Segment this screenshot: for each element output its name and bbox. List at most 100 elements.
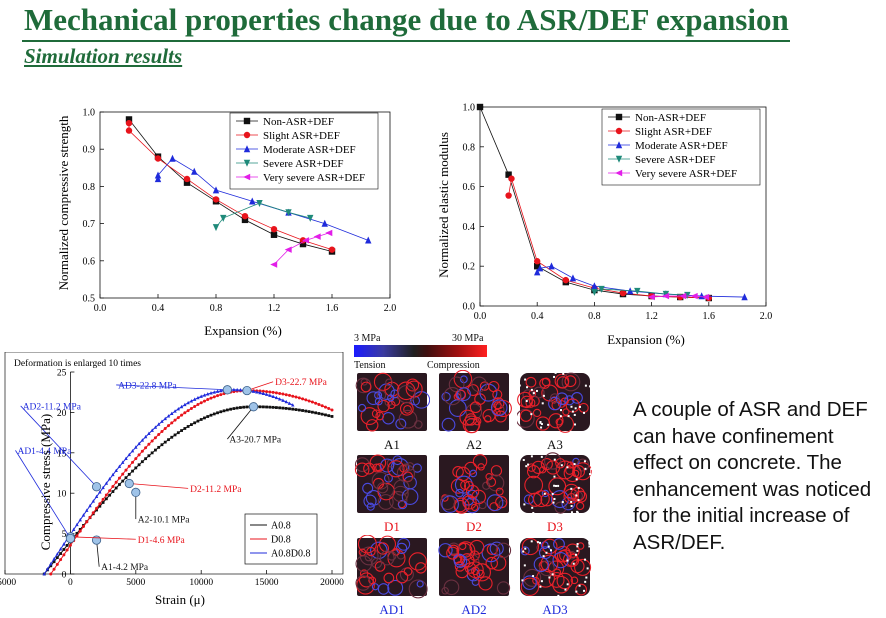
- crack-fragment: [562, 373, 564, 375]
- specimen-ad1: [354, 535, 430, 599]
- chart3-data-point: [105, 497, 108, 500]
- crack-fragment: [570, 501, 572, 503]
- chart1-y-tick-label: 0.6: [83, 256, 96, 267]
- chart3-data-point: [167, 424, 170, 427]
- chart3-data-point: [183, 427, 186, 430]
- chart3-data-point: [291, 408, 294, 411]
- chart-stress-strain: Deformation is enlarged 10 times -500005…: [0, 352, 345, 610]
- specimen-contour-ad1: [354, 535, 430, 599]
- chart3-data-point: [131, 470, 134, 473]
- chart3-data-point: [278, 392, 281, 395]
- specimen-caption-d2: D2: [444, 519, 504, 535]
- chart3-data-point: [151, 439, 154, 442]
- legend-entry-label: Very severe ASR+DEF: [263, 172, 365, 184]
- chart2-x-tick-label: 1.2: [645, 311, 658, 322]
- chart3-data-point: [108, 489, 111, 492]
- crack-fragment: [553, 502, 555, 504]
- chart3-data-point: [177, 431, 180, 434]
- crack-fragment: [554, 459, 556, 461]
- crack-fragment: [584, 559, 586, 561]
- crack-fragment: [574, 463, 576, 465]
- crack-fragment: [588, 545, 590, 547]
- chart1-y-tick-label: 1.0: [83, 108, 96, 119]
- crack-fragment: [566, 466, 568, 468]
- chart3-x-tick-label: 15000: [255, 578, 279, 588]
- specimen-contour-a2: [436, 370, 512, 434]
- chart3-data-point: [308, 399, 311, 402]
- chart3-data-point: [203, 417, 206, 420]
- legend-entry-label: Non-ASR+DEF: [263, 116, 334, 128]
- chart3-data-point: [268, 390, 271, 393]
- chart3-data-point: [278, 406, 281, 409]
- chart3-data-point: [147, 454, 150, 457]
- crack-fragment: [591, 468, 593, 470]
- chart3-data-point: [66, 549, 69, 552]
- specimen-caption-a3: A3: [525, 437, 585, 453]
- chart3-data-point: [69, 544, 72, 547]
- chart1-x-tick-label: 1.6: [326, 303, 339, 314]
- chart3-data-point: [59, 552, 62, 555]
- crack-fragment: [539, 422, 541, 424]
- chart2-x-tick-label: 0.0: [474, 311, 487, 322]
- crack-fragment: [519, 385, 521, 387]
- chart3-data-point: [141, 460, 144, 463]
- crack-fragment: [564, 589, 566, 591]
- specimen-caption-ad3: AD3: [525, 602, 585, 618]
- chart3-data-point: [272, 391, 275, 394]
- crack-fragment: [592, 482, 593, 484]
- crack-fragment: [568, 415, 570, 417]
- legend-marker: [616, 128, 622, 134]
- chart3-annotation-leader: [227, 407, 253, 439]
- crack-fragment: [576, 550, 578, 552]
- chart3-data-point: [157, 446, 160, 449]
- crack-fragment: [587, 431, 589, 433]
- chart3-data-point: [281, 393, 284, 396]
- chart3-data-point: [219, 393, 222, 396]
- chart2-data-point: [477, 104, 483, 110]
- crack-fragment: [574, 414, 576, 416]
- specimen-contour-d1: [354, 452, 430, 516]
- chart3-data-point: [85, 520, 88, 523]
- chart1-x-tick-label: 1.2: [268, 303, 281, 314]
- crack-fragment: [541, 456, 543, 458]
- chart3-data-point: [170, 436, 173, 439]
- specimen-contour-ad3: [517, 535, 593, 599]
- chart1-data-point: [213, 224, 219, 231]
- crack-fragment: [570, 406, 572, 408]
- chart3-x-label: Strain (μ): [155, 592, 205, 607]
- chart1-data-point: [155, 155, 161, 161]
- chart3-data-point: [174, 419, 177, 422]
- chart1-y-tick-label: 0.9: [83, 145, 96, 156]
- specimen-a1: [354, 370, 430, 434]
- crack-fragment: [537, 541, 539, 543]
- chart2-data-point: [691, 293, 698, 299]
- specimen-contour-d3: [517, 452, 593, 516]
- crack-fragment: [592, 419, 593, 421]
- chart3-y-tick-label: 0: [62, 571, 67, 581]
- specimen-caption-ad1: AD1: [362, 602, 422, 618]
- chart1-x-tick-label: 0.4: [152, 303, 165, 314]
- specimen-caption-a2: A2: [444, 437, 504, 453]
- crack-fragment: [545, 552, 547, 554]
- specimen-caption-ad2: AD2: [444, 602, 504, 618]
- crack-fragment: [579, 406, 581, 408]
- crack-fragment: [530, 413, 532, 415]
- legend-marker: [616, 114, 622, 120]
- crack-fragment: [584, 581, 586, 583]
- chart3-data-point: [285, 393, 288, 396]
- chart3-annotation-label: A2-10.1 MPa: [138, 516, 191, 526]
- chart3-data-point: [105, 494, 108, 497]
- chart3-annotation-label: AD2-11.2 MPa: [23, 402, 82, 412]
- chart3-data-point: [183, 411, 186, 414]
- crack-fragment: [524, 548, 526, 550]
- chart1-data-point: [365, 237, 371, 244]
- crack-fragment: [553, 476, 555, 478]
- chart3-state-point: [92, 536, 100, 544]
- chart3-data-point: [298, 396, 301, 399]
- chart3-data-point: [206, 415, 209, 418]
- chart1-data-point: [285, 246, 292, 252]
- chart3-data-point: [308, 410, 311, 413]
- legend-entry-label: Slight ASR+DEF: [263, 130, 340, 142]
- crack-fragment: [532, 575, 534, 577]
- crack-fragment: [540, 427, 542, 429]
